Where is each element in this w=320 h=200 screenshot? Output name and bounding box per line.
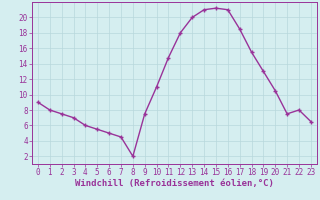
X-axis label: Windchill (Refroidissement éolien,°C): Windchill (Refroidissement éolien,°C): [75, 179, 274, 188]
